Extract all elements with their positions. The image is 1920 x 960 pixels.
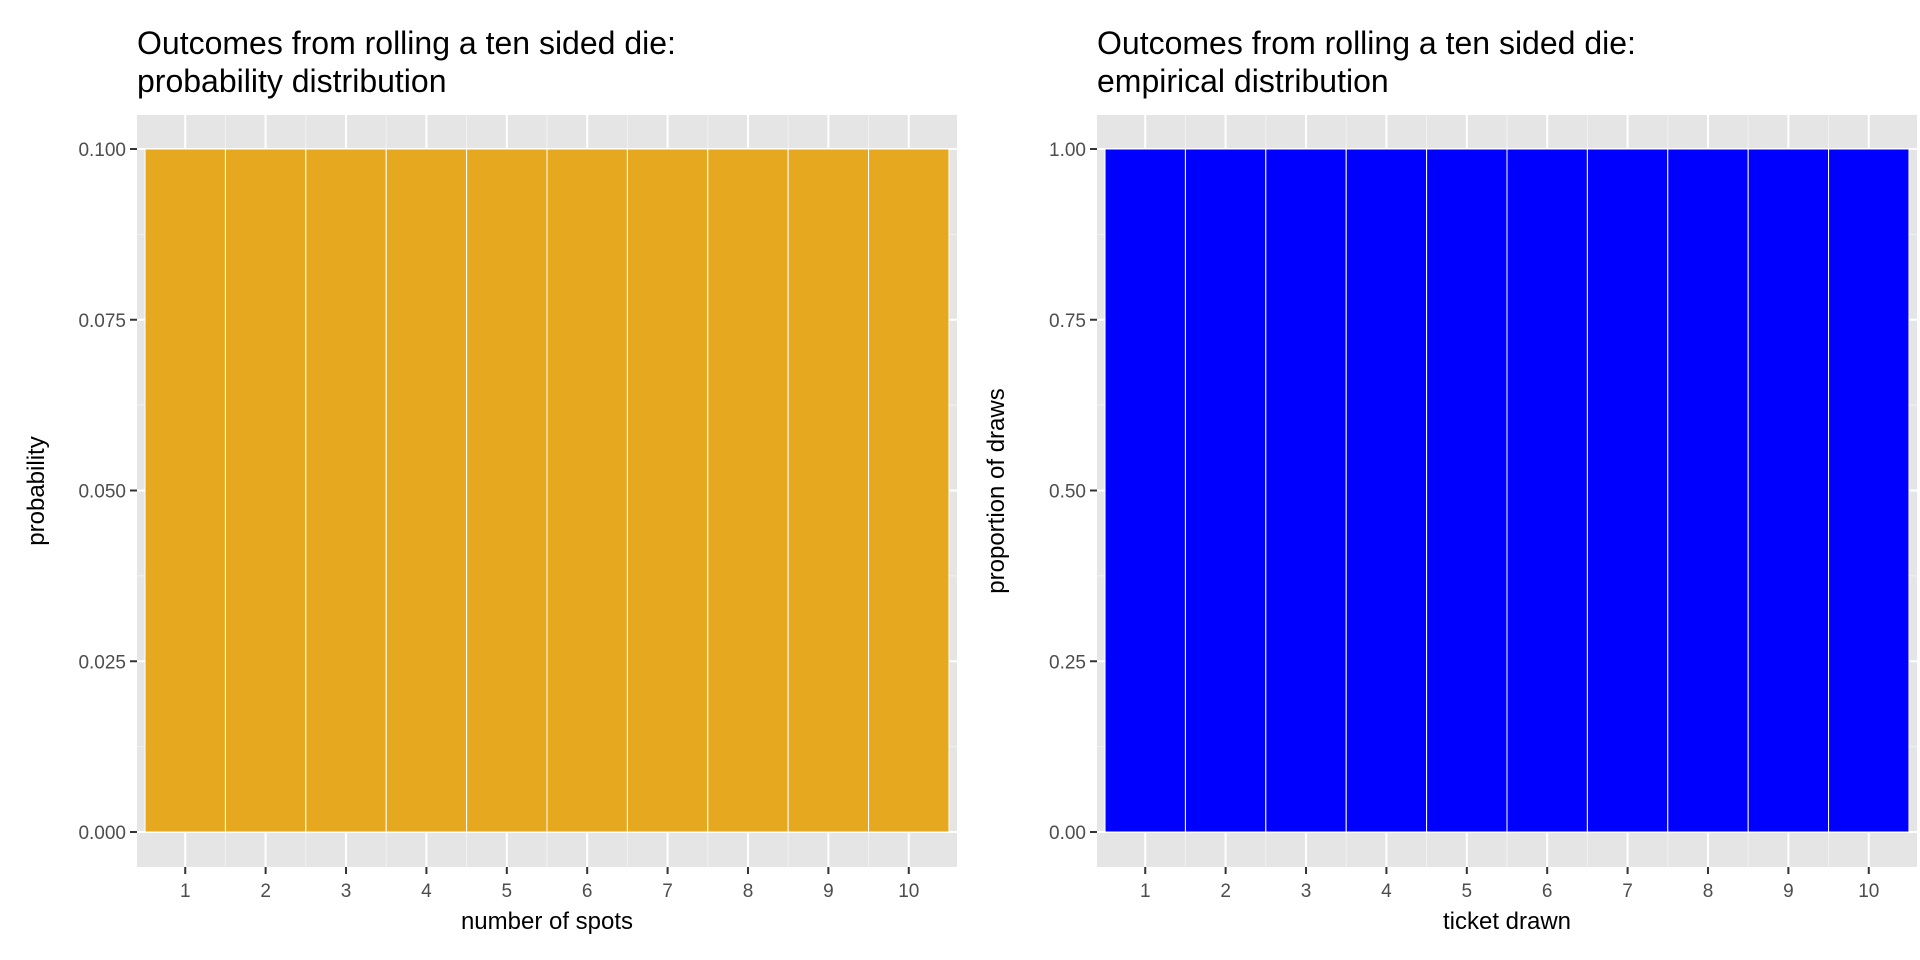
x-tick-label: 5 [1462,881,1473,902]
x-tick-label: 7 [1622,881,1633,902]
x-tick-label: 8 [743,881,754,902]
bar [144,148,226,833]
bar [305,148,387,833]
x-tick-label: 10 [1858,881,1879,902]
x-tick-label: 7 [662,881,673,902]
y-tick-label: 0.00 [1049,823,1086,844]
bar [868,148,950,833]
bar [1586,148,1669,833]
x-tick-label: 4 [1381,881,1392,902]
bar [1828,148,1910,833]
bar [1104,148,1186,833]
y-tick-label: 0.75 [1049,311,1086,332]
x-tick-label: 2 [260,881,271,902]
bar [1506,148,1588,833]
x-tick-label: 8 [1703,881,1714,902]
bar [385,148,468,833]
bar [1265,148,1347,833]
x-tick-label: 5 [502,881,513,902]
y-tick-label: 0.000 [78,823,126,844]
chart-probability-distribution: Outcomes from rolling a ten sided die: p… [23,25,957,935]
x-tick-label: 4 [421,881,432,902]
bar [1667,148,1749,833]
bar [626,148,709,833]
chart-title-line: empirical distribution [1097,63,1389,99]
bar [546,148,628,833]
bar [1345,148,1428,833]
x-tick-label: 9 [823,881,834,902]
bar [224,148,307,833]
x-axis-title: ticket drawn [1443,908,1571,935]
chart-title-line: probability distribution [137,63,447,99]
y-axis-title: probability [23,436,50,545]
chart-title-line: Outcomes from rolling a ten sided die: [137,25,676,61]
y-tick-label: 0.050 [78,482,126,503]
bar [707,148,789,833]
y-tick-label: 0.50 [1049,482,1086,503]
y-tick-label: 0.025 [78,652,126,673]
bar [1426,148,1508,833]
x-tick-label: 3 [341,881,352,902]
x-tick-label: 1 [1140,881,1151,902]
chart-title-line: Outcomes from rolling a ten sided die: [1097,25,1636,61]
bar [466,148,548,833]
y-tick-label: 0.25 [1049,652,1086,673]
x-tick-label: 9 [1783,881,1794,902]
bar [1747,148,1830,833]
chart-empirical-distribution: Outcomes from rolling a ten sided die: e… [960,0,1920,960]
y-axis-title: proportion of draws [983,388,1010,593]
x-tick-label: 3 [1301,881,1312,902]
y-tick-label: 1.00 [1049,140,1086,161]
x-tick-label: 6 [1542,881,1553,902]
x-tick-label: 1 [180,881,191,902]
bar [787,148,870,833]
y-tick-label: 0.100 [78,140,126,161]
x-axis-title: number of spots [461,908,633,935]
chart-svg: Outcomes from rolling a ten sided die: e… [983,25,1917,935]
chart-svg: Outcomes from rolling a ten sided die: p… [23,25,957,935]
bar [1184,148,1267,833]
x-tick-label: 2 [1220,881,1231,902]
x-tick-label: 6 [582,881,593,902]
y-tick-label: 0.075 [78,311,126,332]
x-tick-label: 10 [898,881,919,902]
